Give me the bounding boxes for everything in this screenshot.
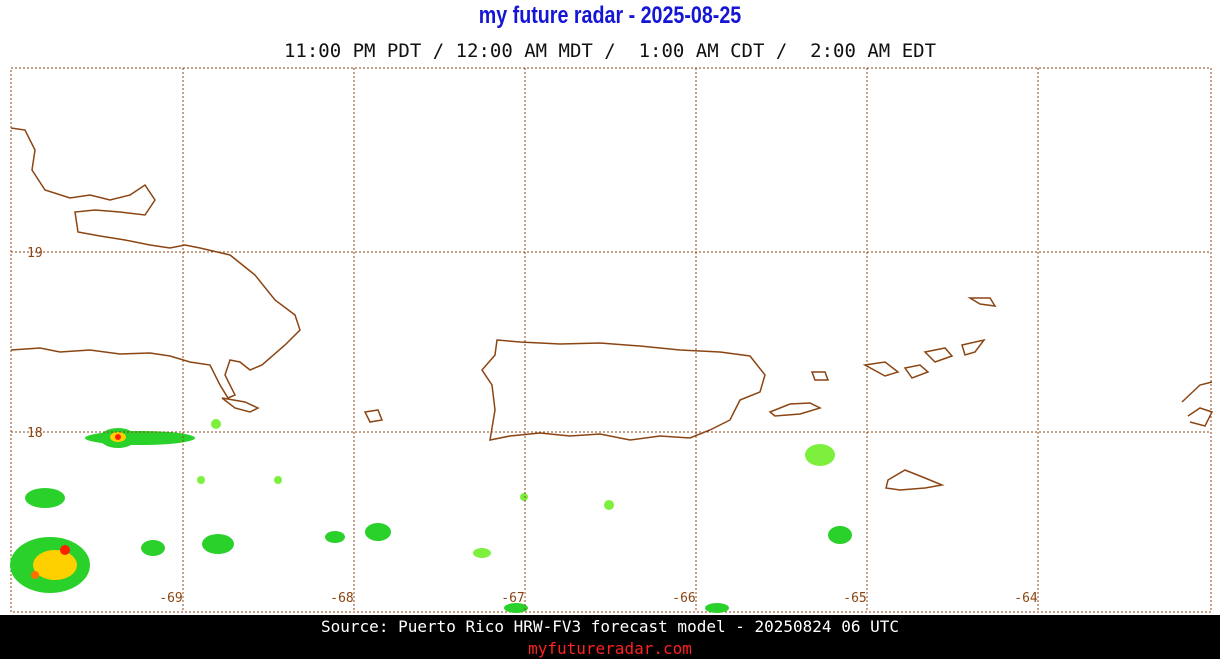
footer: Source: Puerto Rico HRW-FV3 forecast mod… — [0, 615, 1220, 659]
lon-label: -69 — [159, 591, 182, 606]
st-croix — [885, 469, 945, 491]
puerto-rico — [481, 339, 766, 441]
coastlines — [10, 127, 1214, 491]
radar-echoes — [10, 419, 852, 613]
mona — [363, 409, 384, 423]
source: Source: Puerto Rico HRW-FV3 forecast mod… — [321, 617, 899, 636]
saona — [221, 397, 260, 413]
subtitle: 11:00 PM PDT / 12:00 AM MDT / 1:00 AM CD… — [283, 40, 937, 62]
lon-label: -65 — [843, 591, 866, 606]
east-islands — [1181, 381, 1214, 427]
lon-label: -64 — [1014, 591, 1038, 606]
map: -69 -68 -67 -66 -65 -64 19 18 — [10, 67, 1214, 613]
site-link[interactable]: myfutureradar.com — [528, 639, 692, 658]
lat-label: 19 — [27, 246, 43, 261]
lon-label: -68 — [330, 591, 353, 606]
title: my future radar - 2025-08-25 — [478, 2, 742, 29]
vieques — [768, 402, 823, 417]
hispaniola — [10, 127, 301, 399]
culebra — [810, 371, 830, 381]
lon-label: -67 — [501, 591, 524, 606]
lon-label: -66 — [672, 591, 695, 606]
lat-label: 18 — [27, 426, 43, 441]
virgin-islands — [862, 297, 997, 379]
map-frame — [10, 67, 1212, 613]
